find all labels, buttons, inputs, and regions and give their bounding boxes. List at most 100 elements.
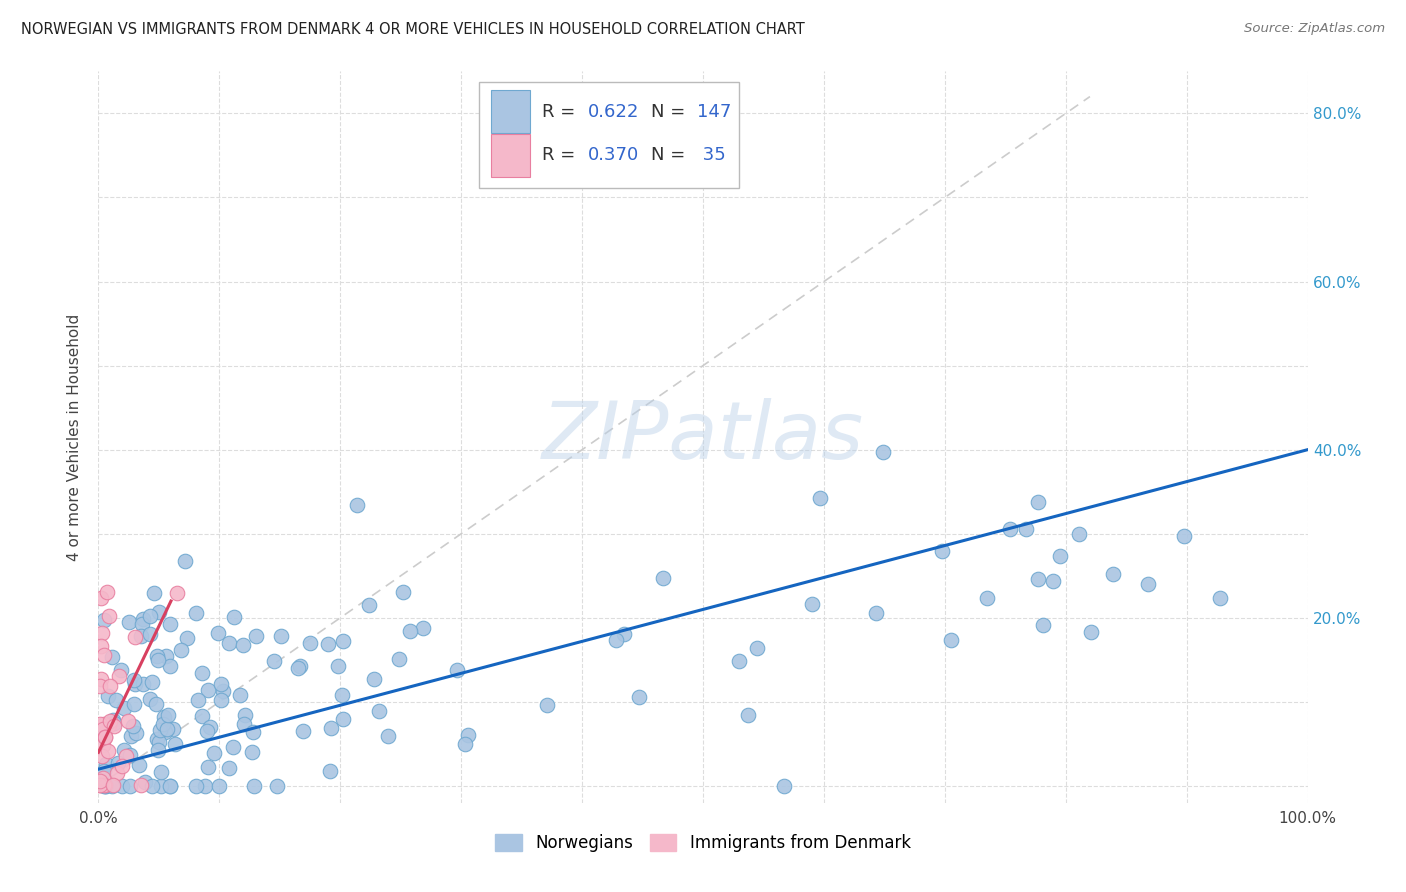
Point — [941, 633, 963, 648]
Point — [169, 642, 191, 657]
Point — [202, 747, 225, 761]
Point — [101, 713, 124, 727]
Point — [146, 743, 169, 757]
Point — [1173, 528, 1195, 542]
Point — [91, 722, 114, 736]
Point — [266, 779, 288, 793]
Point — [107, 756, 129, 771]
Point — [319, 764, 342, 779]
Point — [332, 712, 354, 726]
Point — [398, 624, 420, 638]
Point — [316, 637, 339, 651]
Point — [363, 672, 385, 686]
Point — [152, 709, 174, 723]
Point — [98, 714, 121, 729]
Point — [94, 779, 117, 793]
Text: R =: R = — [543, 146, 581, 164]
Point — [270, 629, 292, 643]
FancyBboxPatch shape — [492, 90, 530, 133]
Point — [800, 597, 823, 611]
Point — [229, 688, 252, 702]
Point — [118, 748, 141, 763]
Point — [536, 698, 558, 712]
Point — [808, 491, 831, 505]
Point — [110, 663, 132, 677]
Point — [134, 774, 156, 789]
Point — [145, 732, 167, 747]
Point — [97, 743, 120, 757]
Text: R =: R = — [543, 103, 581, 120]
Point — [93, 648, 115, 662]
Point — [186, 693, 208, 707]
Point — [191, 709, 214, 723]
Point — [156, 708, 179, 723]
Point — [132, 611, 155, 625]
Point — [91, 739, 114, 753]
Text: NORWEGIAN VS IMMIGRANTS FROM DENMARK 4 OR MORE VEHICLES IN HOUSEHOLD CORRELATION: NORWEGIAN VS IMMIGRANTS FROM DENMARK 4 O… — [21, 22, 804, 37]
Point — [232, 638, 254, 652]
Point — [89, 717, 111, 731]
Point — [218, 636, 240, 650]
Point — [122, 673, 145, 687]
Text: 147: 147 — [697, 103, 731, 120]
Point — [346, 498, 368, 512]
Point — [1032, 617, 1054, 632]
Point — [98, 679, 121, 693]
Point — [1042, 574, 1064, 588]
Point — [89, 773, 111, 788]
Point — [1137, 577, 1160, 591]
Point — [1209, 591, 1232, 605]
Point — [149, 765, 172, 780]
Point — [101, 649, 124, 664]
Point — [94, 778, 117, 792]
Point — [103, 716, 125, 731]
Point — [287, 661, 309, 675]
Point — [245, 629, 267, 643]
Point — [141, 779, 163, 793]
Point — [89, 778, 111, 792]
Point — [97, 689, 120, 703]
Point — [198, 720, 221, 734]
Point — [159, 658, 181, 673]
Y-axis label: 4 or more Vehicles in Household: 4 or more Vehicles in Household — [66, 313, 82, 561]
Point — [174, 554, 197, 568]
Point — [159, 779, 181, 793]
Point — [1067, 526, 1090, 541]
Point — [412, 621, 434, 635]
Point — [1102, 567, 1125, 582]
Point — [131, 616, 153, 631]
Point — [446, 663, 468, 677]
Point — [209, 676, 232, 690]
Point — [865, 607, 887, 621]
Point — [773, 779, 796, 793]
Point — [155, 648, 177, 663]
Point — [93, 764, 115, 778]
Point — [319, 722, 342, 736]
Point — [149, 723, 172, 737]
Point — [184, 779, 207, 793]
Point — [114, 748, 136, 763]
Point — [388, 652, 411, 666]
Point — [94, 757, 117, 772]
Point — [111, 779, 134, 793]
Point — [93, 716, 115, 731]
Text: ZIPatlas: ZIPatlas — [541, 398, 865, 476]
Point — [105, 766, 128, 780]
Point — [159, 617, 181, 632]
Point — [89, 679, 111, 693]
Point — [224, 610, 246, 624]
Point — [93, 613, 115, 627]
Point — [377, 729, 399, 743]
Point — [124, 630, 146, 644]
FancyBboxPatch shape — [479, 82, 740, 188]
Point — [120, 729, 142, 743]
Point — [243, 779, 266, 793]
Point — [976, 591, 998, 606]
Point — [233, 717, 256, 731]
Point — [1080, 625, 1102, 640]
Point — [139, 609, 162, 624]
Point — [155, 725, 177, 739]
Point — [101, 778, 124, 792]
Point — [90, 673, 112, 687]
Point — [288, 659, 311, 673]
